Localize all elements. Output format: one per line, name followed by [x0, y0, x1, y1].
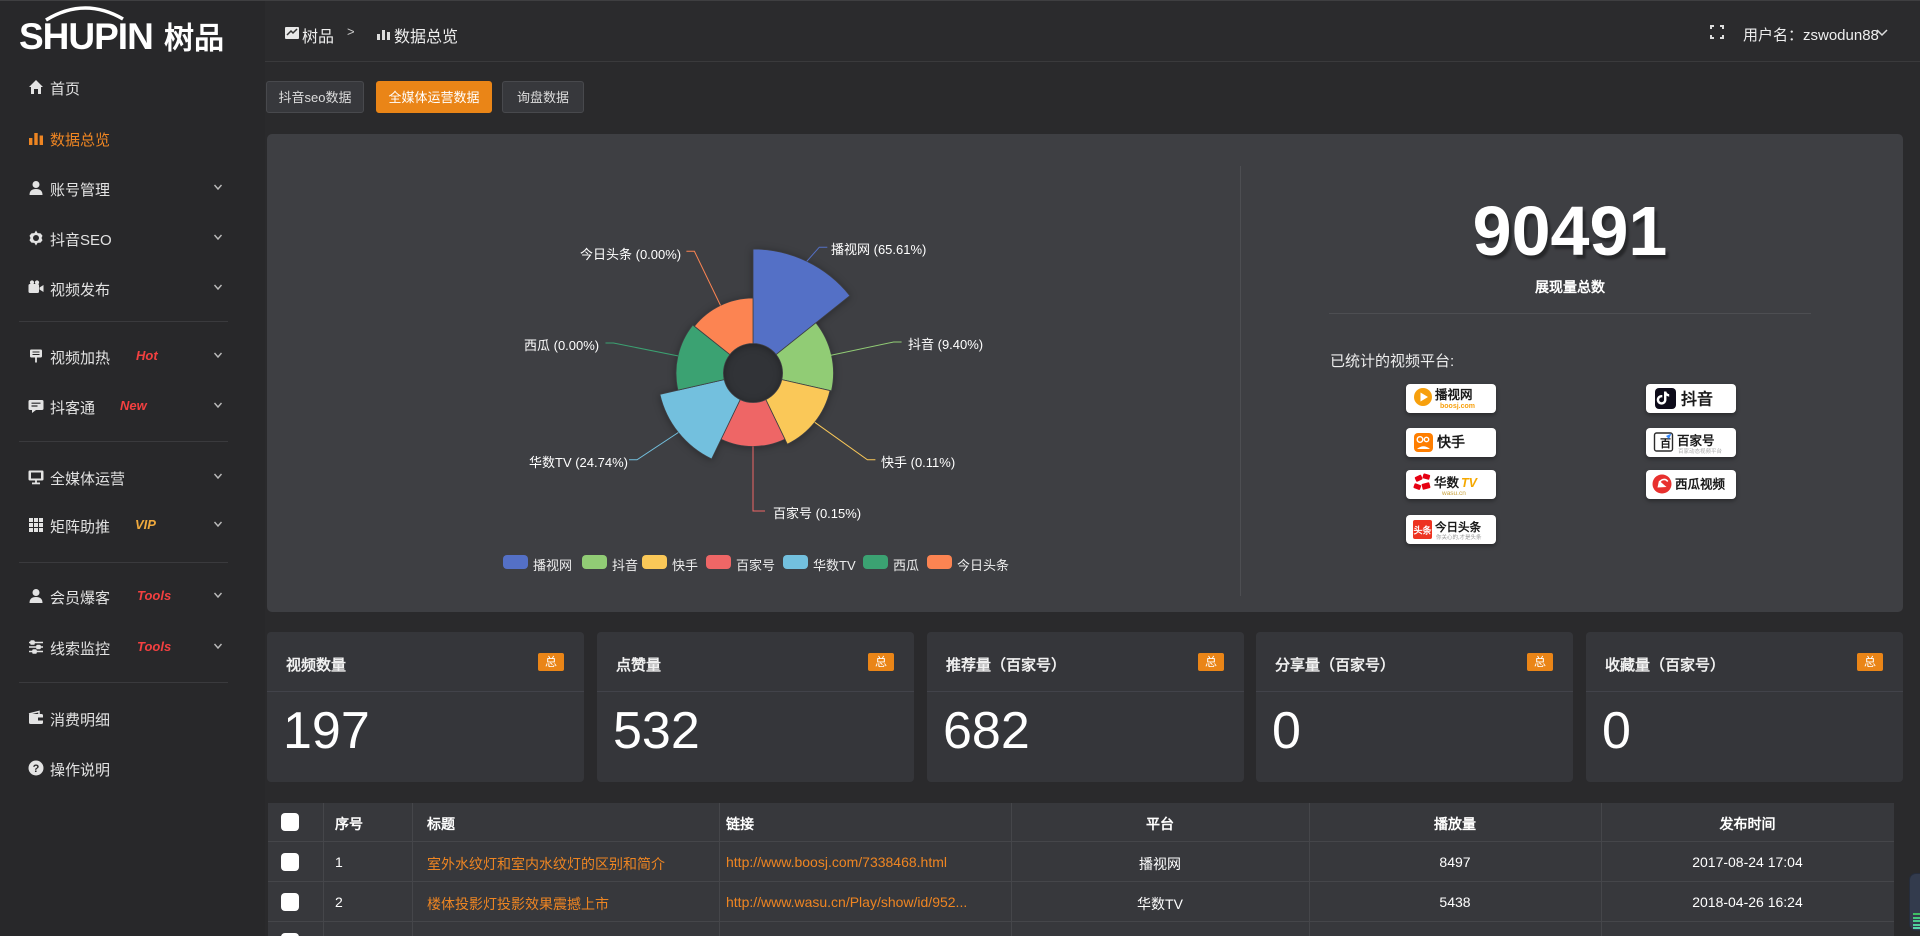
- svg-text:百家号: 百家号: [1677, 433, 1715, 448]
- svg-text:抖音: 抖音: [1681, 390, 1713, 409]
- svg-text:wasu.cn: wasu.cn: [1441, 490, 1466, 497]
- svg-text:播视网: 播视网: [1435, 387, 1473, 402]
- svg-text:今日头条: 今日头条: [1434, 520, 1481, 534]
- svg-text:头条: 头条: [1413, 525, 1432, 536]
- svg-text:?: ?: [33, 763, 40, 775]
- svg-text:树品: 树品: [164, 23, 224, 56]
- svg-text:快手: 快手: [1437, 434, 1465, 450]
- svg-text:boosj.com: boosj.com: [1440, 403, 1475, 410]
- svg-text:SHUPIN: SHUPIN: [19, 16, 153, 57]
- svg-text:TV: TV: [1461, 476, 1479, 490]
- svg-text:百: 百: [1660, 437, 1671, 450]
- svg-text:百家动态视频平台: 百家动态视频平台: [1678, 447, 1723, 455]
- svg-text:华数: 华数: [1434, 475, 1460, 490]
- svg-text:西瓜视频: 西瓜视频: [1675, 477, 1726, 492]
- svg-text:你关心的,才是头条: 你关心的,才是头条: [1436, 533, 1482, 541]
